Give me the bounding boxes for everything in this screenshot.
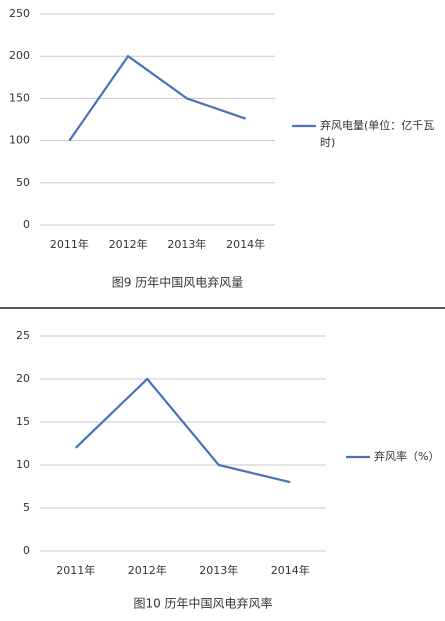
- data-line: [68, 54, 246, 142]
- y-tick-label: 20: [16, 372, 30, 385]
- chart-caption: 图9 历年中国风电弃风量: [112, 275, 243, 290]
- y-tick-label: 0: [23, 544, 30, 557]
- y-tick-label: 50: [16, 176, 30, 189]
- y-tick-label: 250: [9, 7, 30, 20]
- x-tick-label: 2012年: [109, 237, 148, 251]
- x-tick-label: 2012年: [128, 563, 167, 577]
- x-tick-label: 2013年: [199, 563, 238, 577]
- x-tick-label: 2013年: [167, 237, 206, 251]
- data-line: [74, 377, 291, 484]
- chart-caption: 图10 历年中国风电弃风率: [133, 596, 272, 611]
- x-tick-label: 2011年: [56, 563, 95, 577]
- x-tick-label: 2014年: [271, 563, 310, 577]
- y-tick-label: 200: [9, 49, 30, 62]
- legend-label: 弃风电量(单位：亿千瓦时): [320, 119, 435, 149]
- y-tick-label: 0: [23, 218, 30, 231]
- y-tick-label: 100: [9, 134, 30, 147]
- x-tick-label: 2011年: [50, 237, 89, 251]
- y-tick-label: 5: [23, 501, 30, 514]
- legend-label: 弃风率（%）: [374, 450, 440, 463]
- y-tick-label: 15: [16, 415, 30, 428]
- y-tick-label: 25: [16, 329, 30, 342]
- y-tick-label: 150: [9, 91, 30, 104]
- y-tick-label: 10: [16, 458, 30, 471]
- x-tick-label: 2014年: [226, 237, 265, 251]
